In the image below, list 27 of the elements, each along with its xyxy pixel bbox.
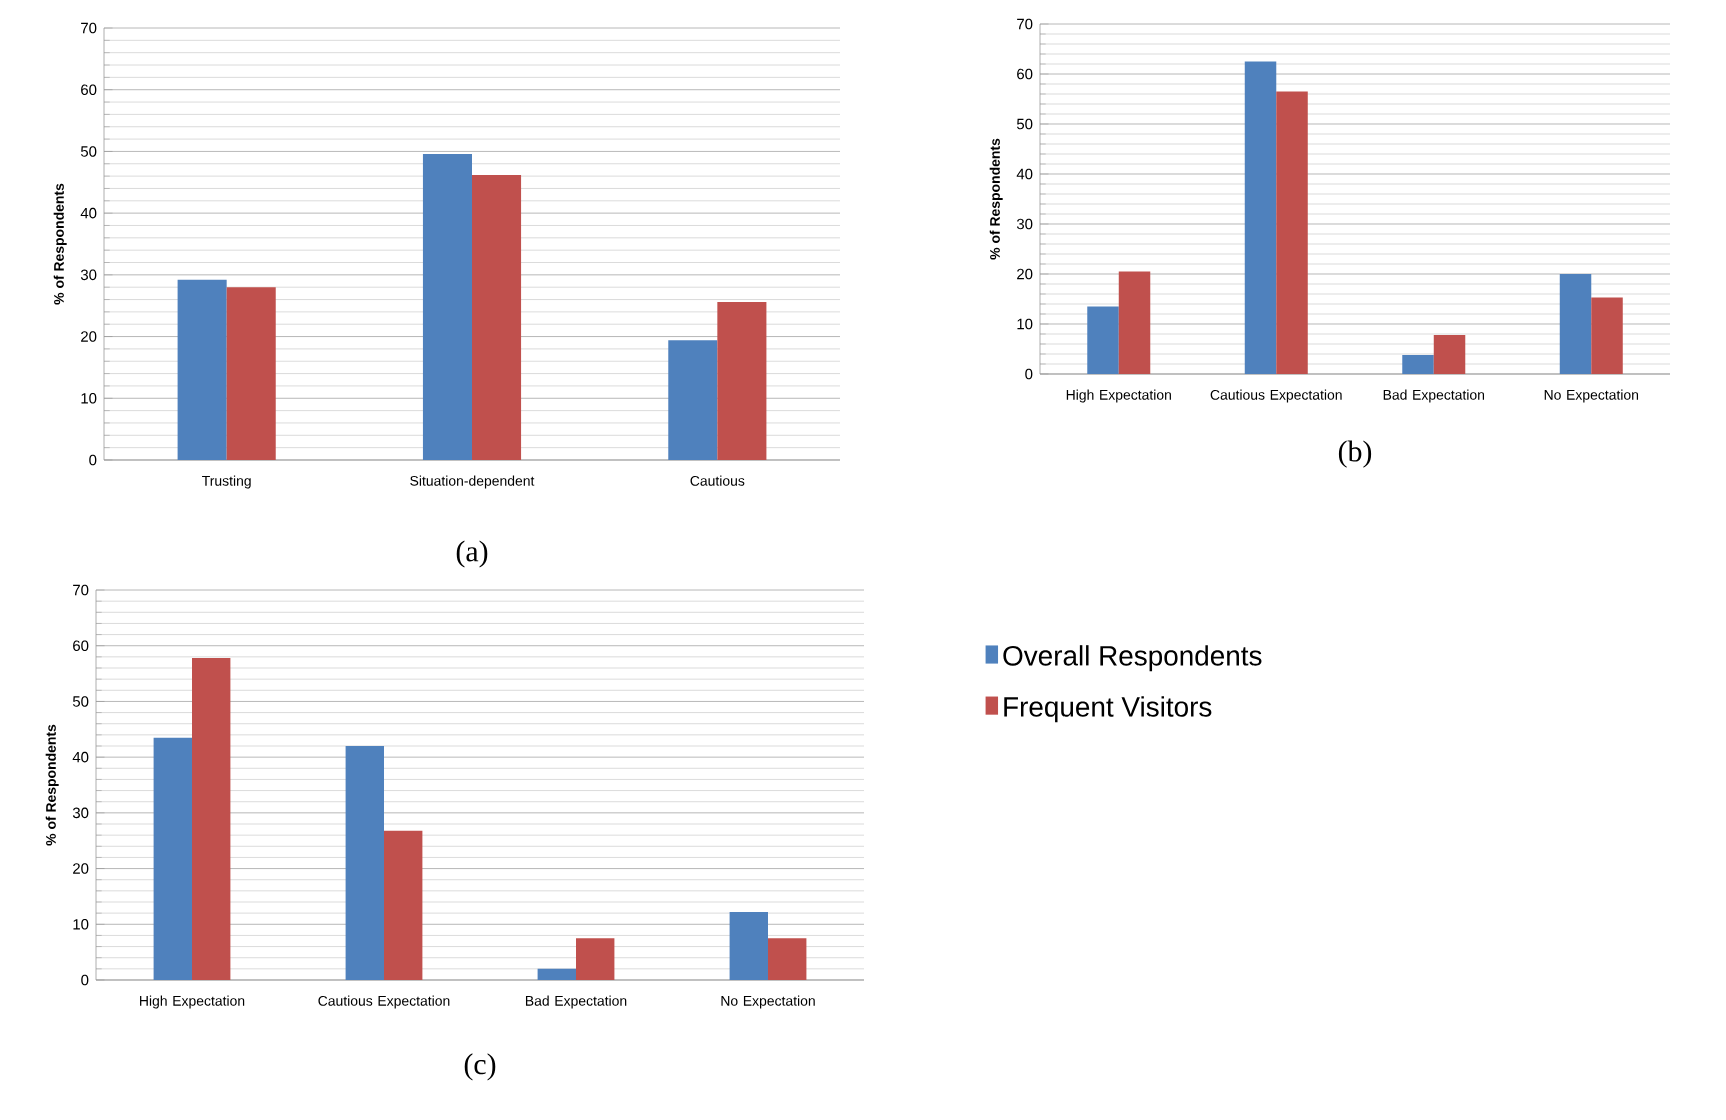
legend-label: Overall Respondents [1003, 645, 1262, 672]
bar [668, 340, 718, 460]
bar [576, 938, 615, 980]
text: (c) [464, 1053, 496, 1081]
legend-label: Frequent Visitors [1004, 696, 1212, 723]
bar [384, 830, 423, 980]
bar [1402, 354, 1434, 374]
bar [1087, 306, 1119, 374]
bar [192, 657, 231, 980]
bar [226, 287, 276, 460]
bar [345, 746, 384, 980]
bar [422, 153, 472, 460]
bar [537, 968, 576, 980]
bar [768, 938, 807, 980]
bar [153, 737, 192, 980]
text: (a) [456, 540, 488, 568]
bar [1591, 297, 1623, 374]
bar [1559, 273, 1592, 374]
bar [1118, 271, 1151, 374]
bar [717, 302, 767, 460]
bar [1276, 91, 1308, 374]
bar [729, 912, 768, 980]
bar [1433, 334, 1466, 374]
bar [472, 174, 522, 460]
text: (b) [1338, 440, 1372, 468]
bar [1244, 61, 1277, 374]
bar [177, 279, 227, 460]
